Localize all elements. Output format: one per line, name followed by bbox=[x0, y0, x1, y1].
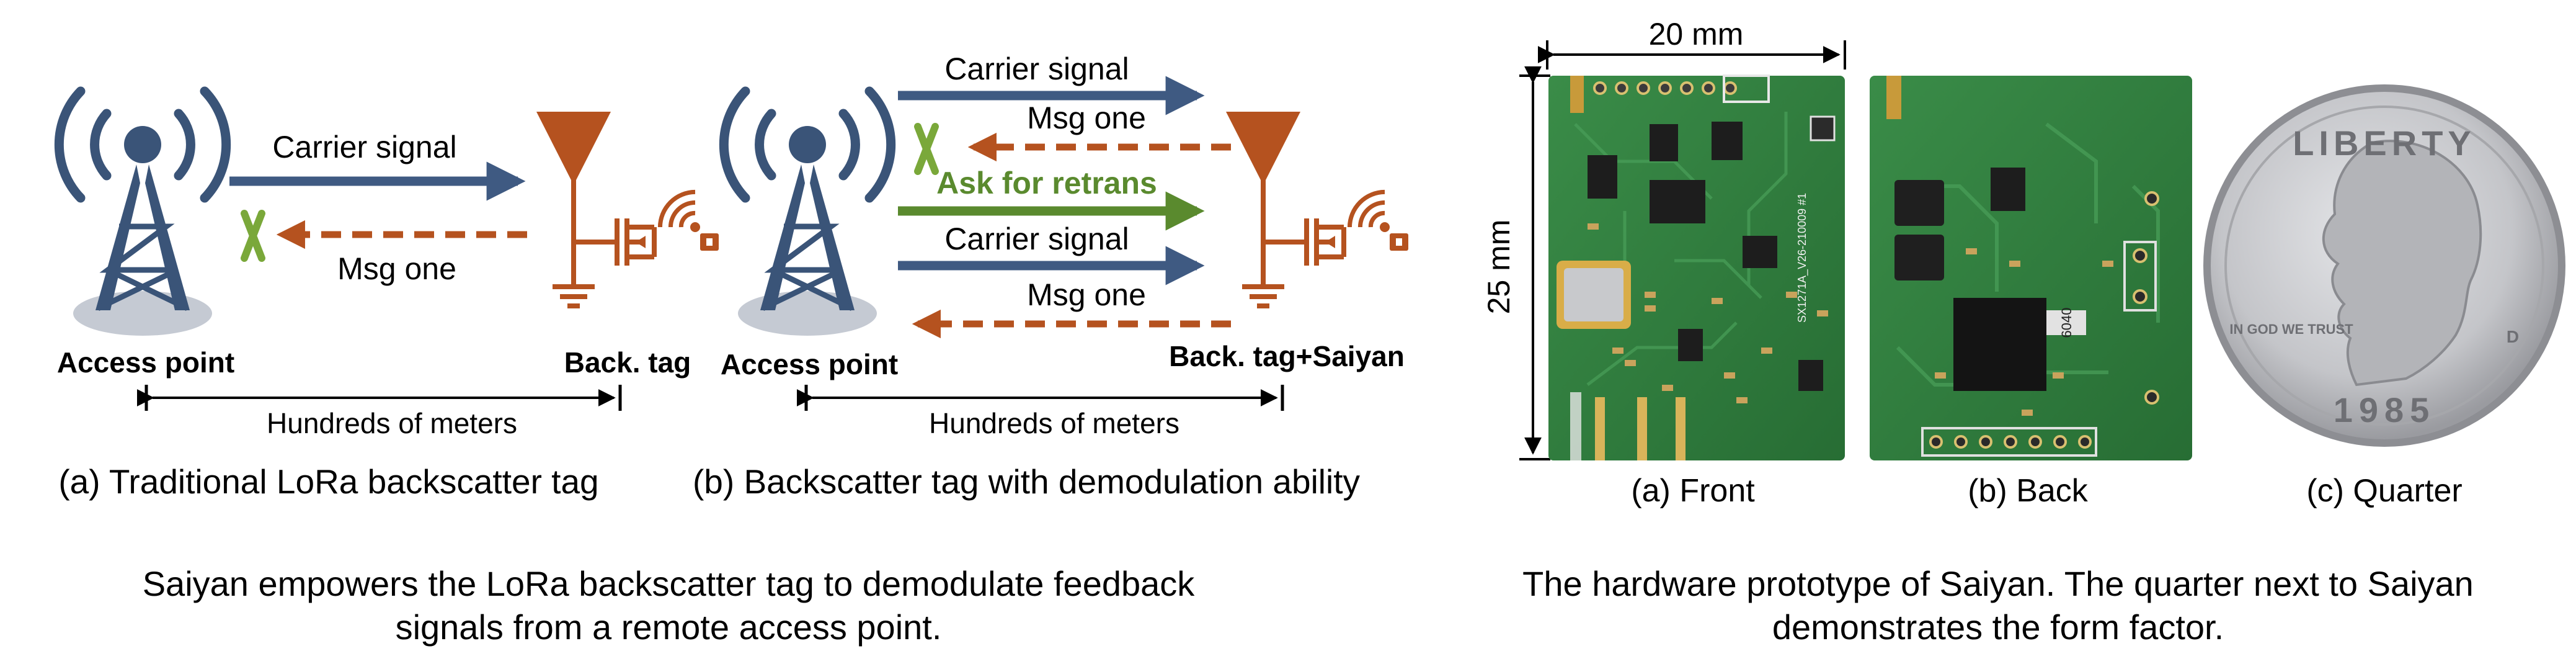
subcaption-a: (a) Traditional LoRa backscatter tag bbox=[58, 462, 598, 501]
access-point-label: Access point bbox=[57, 346, 234, 379]
quarter-coin-photo: LIBERTY IN GOD WE TRUST 1985 D bbox=[2203, 84, 2565, 447]
backscatter-tag-icon bbox=[536, 112, 719, 306]
saiyan-tag-label: Back. tag+Saiyan bbox=[1169, 340, 1405, 372]
carrier-signal-label-2: Carrier signal bbox=[944, 222, 1129, 256]
left-figure-caption-line2: signals from a remote access point. bbox=[396, 608, 942, 647]
height-dimension-label: 25 mm bbox=[1481, 220, 1516, 315]
coin-year-text: 1985 bbox=[2334, 390, 2436, 429]
width-dimension bbox=[1537, 40, 1846, 70]
lost-message-x-icon bbox=[241, 210, 265, 262]
msg-one-label-1: Msg one bbox=[1027, 101, 1146, 135]
access-point-label: Access point bbox=[721, 348, 898, 380]
left-figure-caption-line1: Saiyan empowers the LoRa backscatter tag… bbox=[143, 564, 1196, 603]
diagram-a: Carrier signal Msg one Access point Back… bbox=[57, 91, 719, 501]
right-figure-caption-line1: The hardware prototype of Saiyan. The qu… bbox=[1522, 564, 2474, 603]
distance-label: Hundreds of meters bbox=[267, 407, 517, 439]
coin-mint-mark: D bbox=[2507, 327, 2519, 346]
height-dimension bbox=[1519, 66, 1550, 460]
pcb-back-photo: 6040 bbox=[1870, 76, 2192, 460]
msg-one-label: Msg one bbox=[337, 251, 456, 286]
width-dimension-label: 20 mm bbox=[1649, 17, 1744, 52]
saiyan-tag-icon bbox=[1226, 112, 1408, 306]
carrier-signal-label-1: Carrier signal bbox=[944, 52, 1129, 86]
coin-motto-text: IN GOD WE TRUST bbox=[2229, 321, 2353, 337]
photo-caption-quarter: (c) Quarter bbox=[2306, 473, 2462, 509]
right-figure-caption-line2: demonstrates the form factor. bbox=[1772, 608, 2224, 647]
coin-liberty-text: LIBERTY bbox=[2293, 123, 2476, 163]
pcb-silkscreen: SX1271A_V26-210009 #1 bbox=[1796, 193, 1809, 323]
subcaption-b: (b) Backscatter tag with demodulation ab… bbox=[693, 462, 1361, 501]
pcb-front-photo: SX1271A_V26-210009 #1 bbox=[1548, 74, 1845, 460]
retrans-request-label: Ask for retrans bbox=[936, 166, 1157, 200]
msg-one-label-2: Msg one bbox=[1027, 277, 1146, 312]
washington-profile bbox=[2322, 140, 2482, 387]
access-point-tower-icon bbox=[724, 91, 890, 336]
diagram-b: Carrier signal Msg one Ask for retrans C… bbox=[693, 52, 1408, 501]
photo-caption-back: (b) Back bbox=[1968, 473, 2089, 509]
distance-dimension bbox=[796, 385, 1284, 411]
chip-marking: 6040 bbox=[2059, 308, 2074, 338]
distance-dimension bbox=[136, 385, 622, 411]
lost-message-x-icon bbox=[914, 123, 939, 175]
distance-label: Hundreds of meters bbox=[929, 407, 1179, 439]
back-tag-label: Back. tag bbox=[564, 346, 691, 379]
access-point-tower-icon bbox=[59, 91, 226, 336]
hardware-photos: 20 mm 25 mm bbox=[1481, 17, 2565, 509]
photo-caption-front: (a) Front bbox=[1631, 473, 1755, 509]
carrier-signal-label: Carrier signal bbox=[272, 130, 456, 164]
